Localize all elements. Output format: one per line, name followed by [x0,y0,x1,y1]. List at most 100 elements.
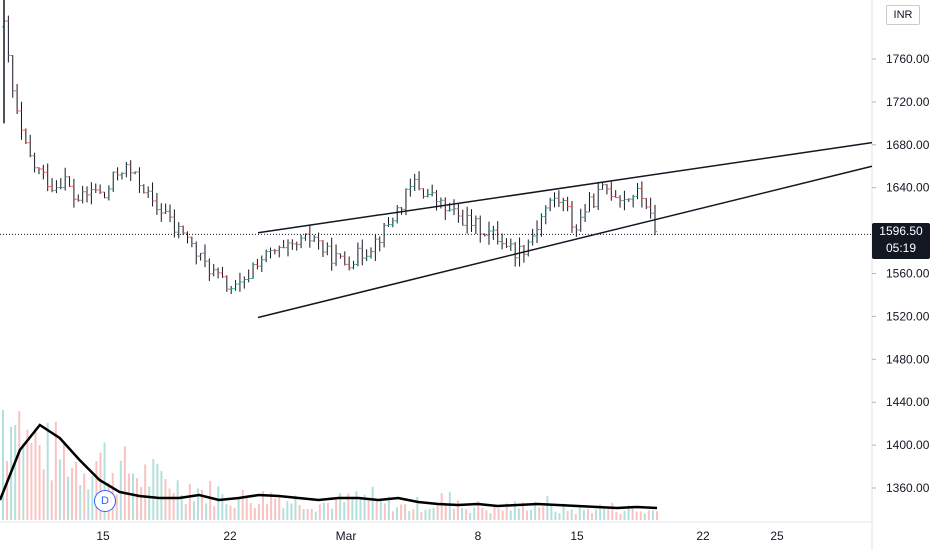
volume-bar [46,422,49,520]
volume-bar [493,504,496,520]
volume-bar [95,461,98,520]
volume-bar [266,504,269,520]
volume-bar [83,473,86,520]
upper-trendline [257,141,873,234]
volume-bar [473,507,476,520]
volume-bar [521,502,524,520]
volume-bar [440,493,443,520]
volume-bar [656,511,658,520]
volume-bar [148,486,151,520]
volume-bar [79,485,82,520]
volume-bar [314,511,317,520]
volume-bar [526,510,529,520]
volume-bar [424,509,427,520]
volume-bar [391,511,394,520]
volume-bar [367,499,370,520]
x-tick-label: Mar [336,529,357,543]
x-tick-label: 22 [223,529,237,543]
volume-bar [123,446,126,520]
volume-bar [615,511,618,520]
volume-bar [152,459,155,520]
volume-bar [294,495,297,520]
volume-bar [172,492,175,520]
volume-bar [359,496,362,520]
volume-bar [363,494,366,520]
volume-bar [351,497,354,520]
currency-badge[interactable]: INR [886,5,920,25]
volume-bar [331,508,334,520]
volume-bar [217,486,220,520]
x-tick-label: 15 [570,529,584,543]
volume-bar [595,509,598,520]
volume-bar [229,505,232,520]
volume-bar [136,478,139,520]
volume-bar [2,410,4,520]
volume-bar [131,473,134,520]
volume-bar [306,508,309,520]
volume-bar [209,480,212,520]
volume-bar [38,445,41,520]
volume-bar [91,476,94,520]
volume-bar [436,502,439,520]
volume-bar [477,501,480,520]
volume-bar [550,505,553,520]
volume-bar [627,505,630,520]
volume-bar [140,486,143,520]
volume-bar [286,501,289,520]
volume-bar [278,496,281,520]
lower-trendline [257,165,873,319]
volume-bar [26,429,29,520]
volume-bar [387,496,390,520]
volume-bar [635,511,638,520]
volume-bar [570,509,573,520]
volume-bar [485,510,488,520]
volume-bar [383,503,386,520]
volume-bar [249,503,252,520]
volume-bar [213,506,216,520]
volume-bar [196,488,199,520]
volume-bar [343,502,346,520]
volume-bar [66,476,69,520]
volume-bar [603,508,606,520]
volume-bar [631,508,634,520]
volume-bar [87,489,90,520]
x-tick-label: 15 [96,529,110,543]
volume-bar [34,428,37,520]
y-tick-label: 1440.00 [886,395,930,409]
volume-bar [119,460,122,520]
volume-bar [318,504,321,520]
y-tick-label: 1760.00 [886,52,930,66]
volume-bar [456,500,459,520]
volume-bar [62,441,65,520]
x-tick-label: 22 [696,529,710,543]
volume-bar [582,509,585,520]
y-tick-label: 1720.00 [886,95,930,109]
volume-bar [50,480,53,520]
volume-ma-line [0,423,658,510]
x-tick-label: 8 [475,529,482,543]
volume-bar [160,471,163,520]
dividend-marker-icon[interactable]: D [94,490,116,512]
volume-bar [591,513,594,520]
x-tick-label: 25 [770,529,784,543]
volume-bar [184,504,187,520]
volume-bar [164,479,167,520]
volume-bar [469,512,472,520]
y-tick-label: 1520.00 [886,309,930,323]
y-tick-label: 1560.00 [886,267,930,281]
volume-bar [639,511,642,520]
volume-bar [188,483,191,520]
last-price-tag: 1596.50 05:19 [872,223,930,259]
volume-bar [505,503,508,520]
volume-bar [180,495,183,520]
volume-bar [396,507,399,520]
volume-bar [298,504,301,520]
volume-bar [530,509,533,520]
volume-bar [30,442,33,520]
volume-bar [408,510,411,520]
volume-bar [562,503,565,520]
volume-bar [257,504,260,520]
volume-bar [489,513,492,520]
volume-bar [599,504,602,520]
